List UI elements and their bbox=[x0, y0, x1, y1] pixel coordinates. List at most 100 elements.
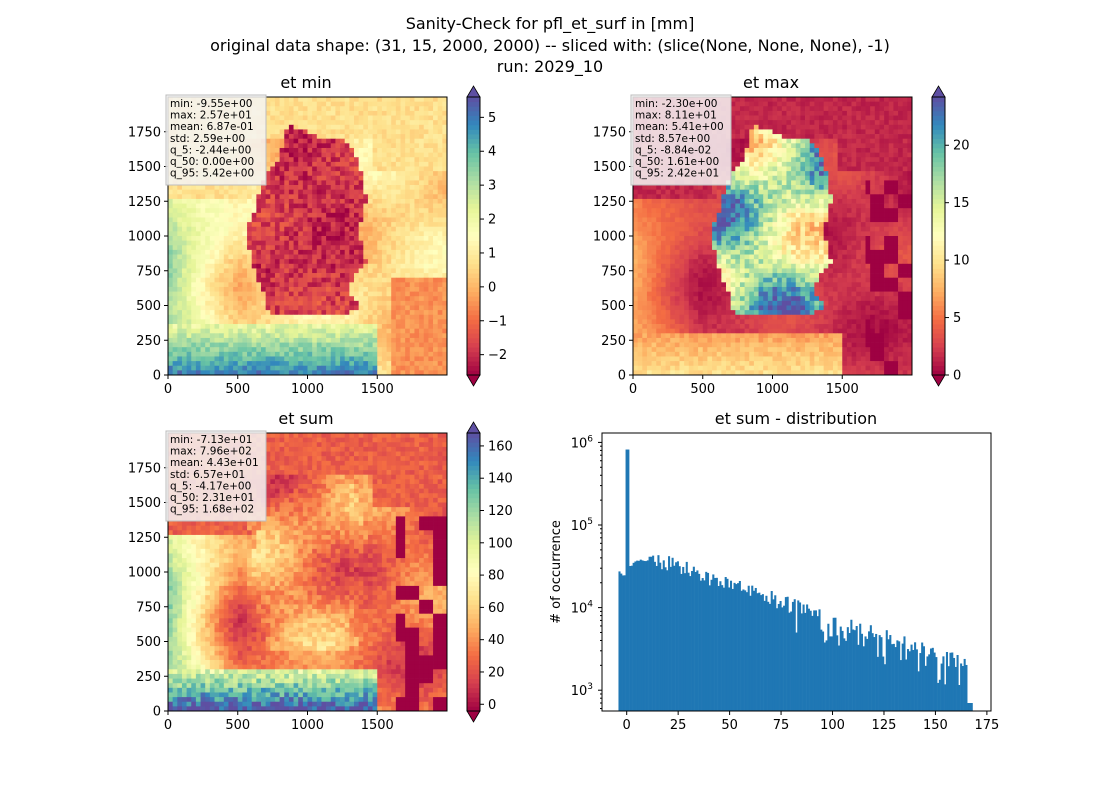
heatmap-cell bbox=[209, 198, 215, 204]
heatmap-cell bbox=[330, 305, 336, 311]
heatmap-cell bbox=[316, 342, 322, 348]
heatmap-cell bbox=[293, 310, 299, 316]
heatmap-cell bbox=[340, 286, 346, 292]
heatmap-cell bbox=[307, 129, 313, 135]
heatmap-cell bbox=[819, 171, 824, 177]
heatmap-cell bbox=[419, 171, 425, 177]
heatmap-cell bbox=[302, 166, 308, 172]
heatmap-cell bbox=[358, 175, 364, 181]
heatmap-cell bbox=[274, 138, 280, 144]
heatmap-cell bbox=[433, 273, 439, 279]
heatmap-cell bbox=[395, 106, 401, 112]
heatmap-cell bbox=[660, 185, 666, 191]
colorbar-step bbox=[467, 314, 480, 320]
heatmap-cell bbox=[265, 198, 271, 204]
heatmap-cell bbox=[758, 147, 764, 153]
heatmap-cell bbox=[428, 236, 434, 241]
heatmap-cell bbox=[354, 171, 359, 177]
heatmap-cell bbox=[386, 226, 392, 232]
heatmap-cell bbox=[414, 240, 420, 246]
heatmap-cell bbox=[391, 138, 397, 144]
heatmap-cell bbox=[391, 249, 397, 255]
heatmap-cell bbox=[419, 115, 425, 121]
heatmap-cell bbox=[898, 171, 904, 177]
heatmap-cell bbox=[335, 175, 341, 181]
heatmap-cell bbox=[898, 143, 904, 149]
heatmap-cell bbox=[781, 175, 787, 181]
heatmap-cell bbox=[437, 273, 443, 279]
heatmap-cell bbox=[395, 138, 401, 144]
heatmap-cell bbox=[186, 319, 192, 325]
colorbar-step bbox=[467, 106, 480, 112]
heatmap-cell bbox=[405, 319, 411, 325]
heatmap-cell bbox=[214, 198, 220, 204]
heatmap-cell bbox=[363, 106, 369, 112]
heatmap-cell bbox=[270, 286, 276, 292]
heatmap-cell bbox=[349, 231, 355, 237]
heatmap-cell bbox=[777, 185, 783, 191]
heatmap-cell bbox=[372, 254, 378, 260]
heatmap-cell bbox=[233, 333, 239, 339]
heatmap-cell bbox=[209, 268, 215, 274]
heatmap-cell bbox=[205, 208, 211, 214]
heatmap-cell bbox=[195, 319, 201, 325]
heatmap-cell bbox=[395, 198, 401, 204]
heatmap-cell bbox=[377, 273, 383, 279]
heatmap-cell bbox=[330, 347, 336, 353]
heatmap-cell bbox=[279, 171, 285, 177]
heatmap-cell bbox=[265, 152, 271, 158]
heatmap-cell bbox=[279, 161, 285, 167]
heatmap-cell bbox=[195, 240, 201, 246]
heatmap-cell bbox=[437, 198, 443, 204]
heatmap-cell bbox=[809, 134, 815, 140]
heatmap-cell bbox=[307, 361, 313, 367]
heatmap-cell bbox=[344, 171, 350, 177]
heatmap-cell bbox=[819, 138, 824, 144]
heatmap-cell bbox=[851, 166, 857, 172]
heatmap-cell bbox=[786, 152, 792, 158]
heatmap-cell bbox=[293, 180, 299, 186]
heatmap-cell bbox=[354, 310, 359, 316]
heatmap-cell bbox=[781, 129, 787, 135]
heatmap-cell bbox=[419, 222, 425, 228]
heatmap-cell bbox=[414, 263, 420, 269]
heatmap-cell bbox=[284, 208, 290, 214]
heatmap-cell bbox=[414, 347, 420, 353]
heatmap-cell bbox=[832, 189, 838, 195]
heatmap-cell bbox=[330, 198, 336, 204]
heatmap-cell bbox=[219, 361, 225, 367]
heatmap-cell bbox=[302, 175, 308, 181]
heatmap-cell bbox=[195, 245, 201, 251]
heatmap-cell bbox=[340, 245, 346, 251]
heatmap-cell bbox=[344, 175, 350, 181]
colorbar-step bbox=[467, 208, 480, 214]
heatmap-cell bbox=[191, 249, 197, 255]
heatmap-cell bbox=[228, 222, 234, 228]
heatmap-cell bbox=[256, 194, 262, 200]
heatmap-cell bbox=[330, 189, 336, 195]
heatmap-cell bbox=[837, 115, 843, 121]
heatmap-cell bbox=[395, 208, 401, 214]
heatmap-cell bbox=[223, 286, 229, 292]
heatmap-cell bbox=[302, 324, 308, 330]
heatmap-cell bbox=[437, 333, 443, 339]
heatmap-cell bbox=[274, 185, 280, 191]
heatmap-cell bbox=[437, 143, 443, 149]
heatmap-cell bbox=[437, 166, 443, 172]
heatmap-cell bbox=[730, 138, 736, 144]
heatmap-cell bbox=[340, 124, 346, 130]
heatmap-cell bbox=[288, 97, 294, 102]
heatmap-cell bbox=[265, 347, 271, 353]
heatmap-cell bbox=[274, 208, 280, 214]
heatmap-cell bbox=[870, 175, 876, 181]
heatmap-cell bbox=[902, 189, 908, 195]
panel-et-min: et min 0 500 1000 1500025050075010001250150… bbox=[128, 73, 507, 397]
heatmap-cell bbox=[367, 143, 373, 149]
stat-min: min: -9.55e+00 bbox=[170, 98, 252, 110]
heatmap-cell bbox=[400, 240, 406, 246]
heatmap-cell bbox=[279, 120, 285, 126]
heatmap-cell bbox=[307, 268, 313, 274]
heatmap-cell bbox=[312, 263, 318, 269]
heatmap-cell bbox=[772, 171, 778, 177]
heatmap-cell bbox=[307, 208, 313, 214]
